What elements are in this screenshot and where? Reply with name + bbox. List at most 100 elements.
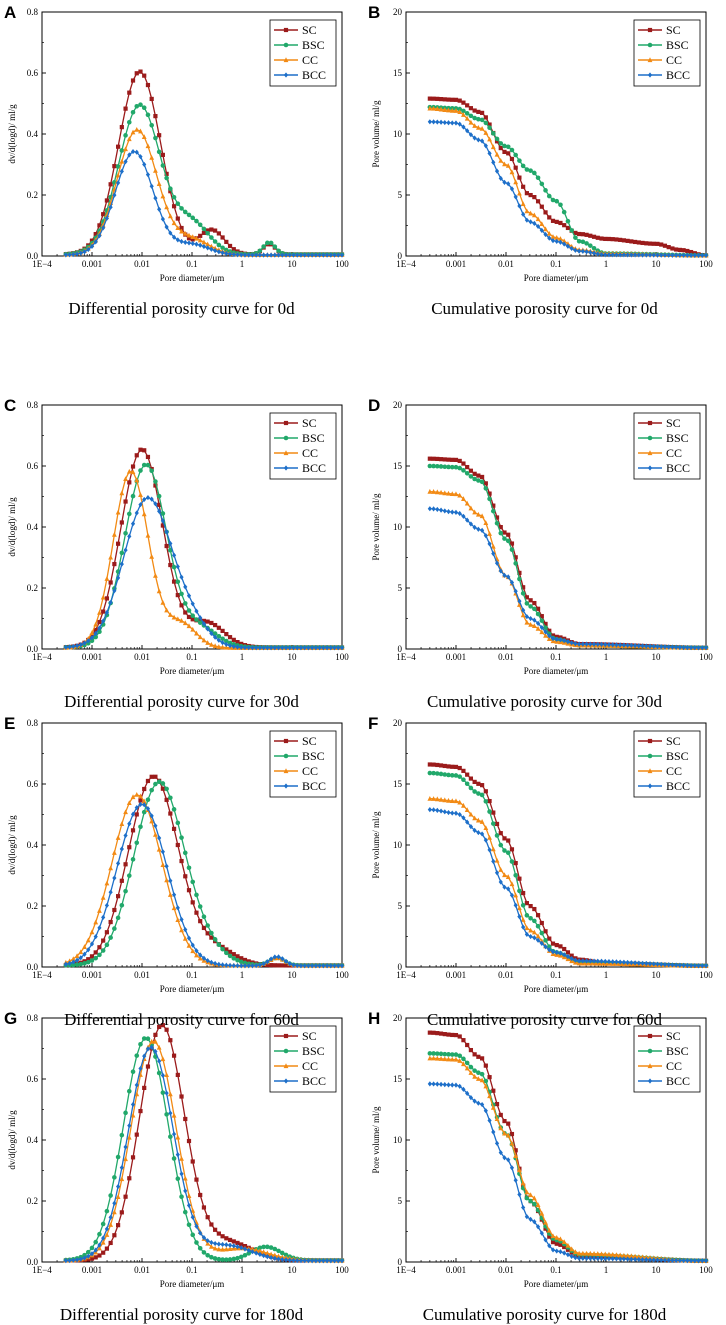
data-point [186,232,192,238]
data-point [547,215,552,220]
data-point [629,252,634,258]
data-point [149,818,155,824]
data-point [156,1044,162,1050]
data-point [321,1258,326,1264]
data-point [685,962,690,969]
data-point [666,1257,671,1263]
data-point [239,963,244,969]
data-point [130,493,136,499]
data-point [580,239,586,245]
data-point [179,1094,184,1099]
data-point [295,962,300,969]
data-point [442,457,447,462]
data-point [547,1243,552,1249]
data-point [235,963,240,969]
data-point [216,942,222,947]
data-point [134,791,140,797]
data-point [520,902,526,908]
data-point [543,1219,548,1225]
y-tick-label: 20 [393,400,403,410]
legend-label: BCC [666,779,690,793]
data-point [625,959,630,966]
series-line [65,781,342,967]
data-point [197,634,203,640]
data-point [216,249,221,255]
data-point [182,1209,188,1215]
data-point [268,963,274,968]
data-point [674,962,679,968]
data-point [160,1090,166,1095]
data-point [674,1257,679,1264]
data-point [142,802,147,808]
data-point [138,128,143,134]
data-point [160,1023,165,1028]
data-point [138,69,143,74]
data-point [280,252,285,258]
data-point [179,858,184,864]
data-point [115,1183,121,1190]
data-point [235,1244,240,1250]
data-point [134,149,139,155]
data-point [588,958,593,964]
data-point [126,511,132,517]
caption-h: Cumulative porosity curve for 180d [422,1305,667,1324]
data-point [104,198,110,203]
data-point [142,496,147,503]
data-point [190,613,196,619]
data-point [268,1245,274,1250]
data-point [238,1254,244,1260]
data-point [287,961,292,967]
data-point [227,1242,233,1248]
data-point [435,506,440,513]
legend-label: CC [666,1059,682,1073]
data-point [67,644,72,650]
data-point [115,575,121,581]
data-point [108,1193,113,1198]
data-point [171,220,177,226]
data-point [651,252,656,258]
data-point [138,447,143,452]
data-point [513,1153,519,1158]
data-point [224,250,229,257]
data-point [476,1054,481,1059]
x-tick-label: 1E−4 [32,652,52,662]
data-point [115,1154,121,1160]
data-point [89,1245,95,1251]
x-tick-label: 0.01 [134,259,150,269]
data-point [464,500,470,506]
data-point [517,158,522,163]
x-tick-label: 1 [240,1265,245,1275]
series-bsc [427,463,709,651]
data-point [539,204,544,209]
data-point [115,164,121,169]
data-point [179,1171,184,1177]
data-point [321,252,326,258]
data-point [666,962,671,968]
data-point [453,464,459,470]
data-point [101,609,106,614]
data-point [524,595,529,600]
data-point [168,878,173,884]
data-point [543,929,548,934]
data-point [435,762,440,768]
legend-marker [283,57,289,63]
data-point [453,1052,459,1057]
data-point [216,637,221,643]
data-point [141,105,147,110]
legend-label: BSC [666,431,689,445]
data-point [584,958,589,964]
data-point [677,1257,682,1264]
data-point [138,824,143,830]
y-tick-label: 0.0 [27,251,39,261]
data-point [651,1257,656,1263]
x-tick-label: 10 [652,652,662,662]
data-point [520,1180,526,1186]
data-point [614,1252,619,1258]
data-point [209,620,214,626]
data-point [153,831,158,837]
data-point [554,235,560,240]
data-point [539,181,545,187]
data-point [164,204,170,210]
